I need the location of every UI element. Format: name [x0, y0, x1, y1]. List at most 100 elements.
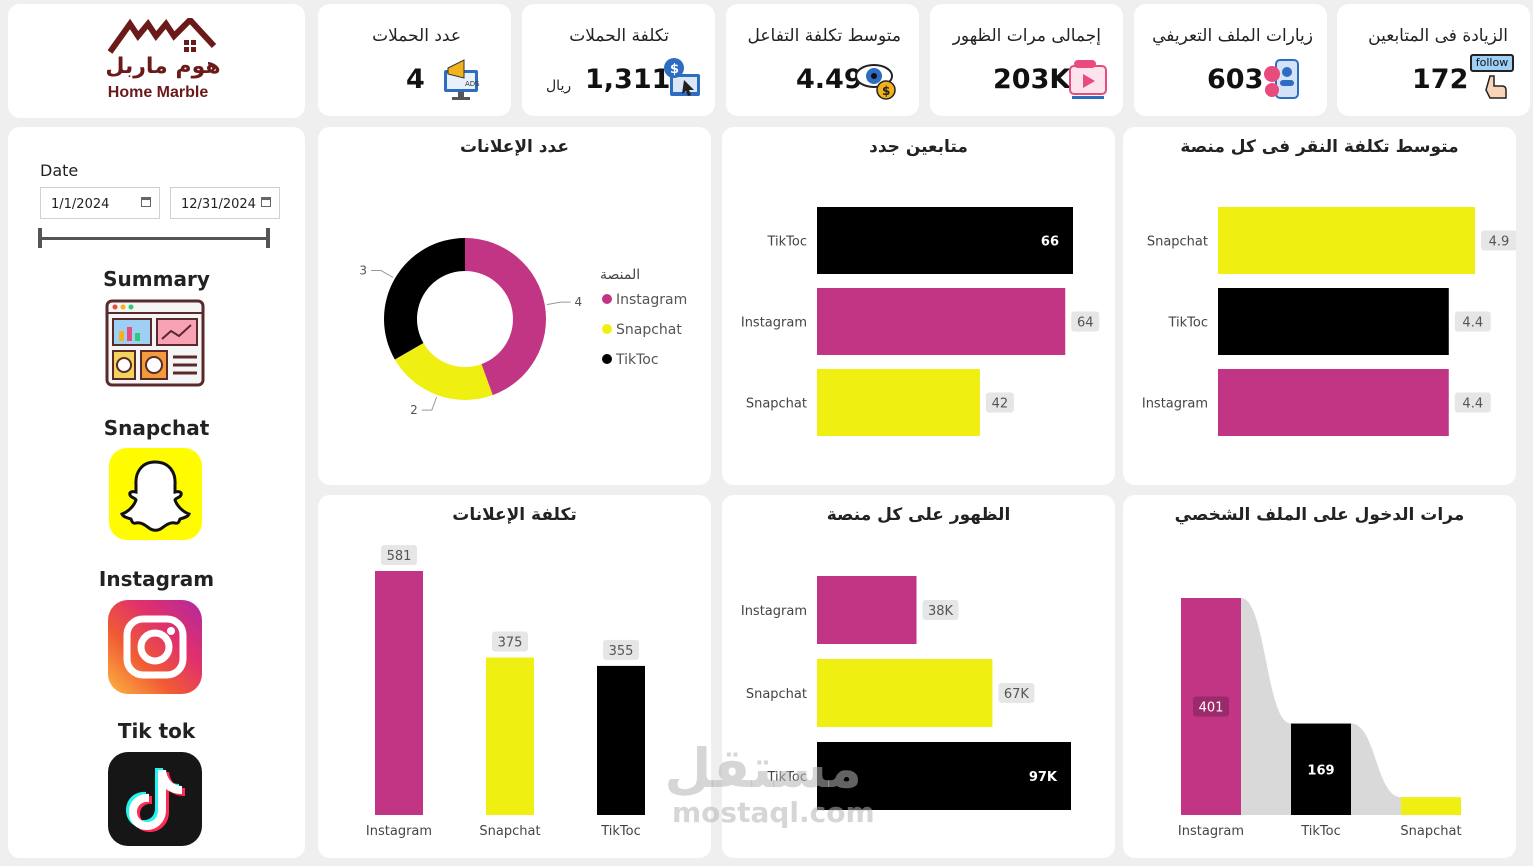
- nav-label-tiktok: Tik tok: [117, 719, 196, 743]
- calendar-icon[interactable]: [141, 197, 151, 207]
- kpi-card-impressions: إجمالى مرات الظهور 203K: [930, 4, 1123, 116]
- ads-cost-column-chart: 581 Instagram 375 Snapchat 355 TikToc: [366, 545, 645, 839]
- data-label: 4.4: [1462, 397, 1483, 412]
- slider-handle-end[interactable]: [266, 228, 270, 248]
- data-label: 401: [1199, 701, 1224, 716]
- chart-ads-cost: تكلفة الإعلانات 581 Instagram 375 Snapchat 3…: [318, 495, 711, 858]
- category-label: TikToc: [1300, 824, 1341, 839]
- data-label-bg: [603, 639, 639, 660]
- chart-impressions: الظهور على كل منصة Instagram 38K Snapchat 6…: [722, 495, 1115, 858]
- leader-line: [546, 301, 571, 306]
- data-label: 4.4: [1462, 316, 1483, 331]
- kpi-title: إجمالى مرات الظهور: [952, 26, 1101, 46]
- category-label: Instagram: [741, 604, 807, 619]
- legend-label: Instagram: [616, 292, 687, 308]
- category-label: TikToc: [766, 770, 807, 785]
- leader-line: [370, 270, 394, 278]
- data-label-bg: [985, 392, 1014, 413]
- date-end-value: 12/31/2024: [181, 197, 256, 212]
- bar-tiktoc: [1218, 288, 1449, 355]
- kpi-title: الزيادة فى المتابعين: [1368, 26, 1508, 46]
- legend-marker-instagram: [602, 294, 612, 304]
- slider-handle-start[interactable]: [38, 228, 42, 248]
- bar-instagram: [817, 576, 917, 644]
- kpi-value: 1,311: [585, 64, 671, 95]
- follow-badge: follow: [1470, 54, 1514, 72]
- calendar-icon[interactable]: [261, 197, 271, 207]
- data-label: 66: [1041, 235, 1059, 250]
- chart-title: عدد الإعلانات: [460, 137, 569, 157]
- data-label-bg: [381, 545, 417, 565]
- data-label-bg: [1454, 392, 1491, 413]
- sidebar: Date 1/1/2024 12/31/2024 Summary Snapcha…: [8, 127, 305, 858]
- data-label: 38K: [928, 604, 954, 619]
- logo-card: هوم ماربل Home Marble: [8, 4, 305, 118]
- data-label: 4: [575, 295, 583, 309]
- kpi-value: 203K: [993, 64, 1071, 95]
- bar-snapchat: [1218, 207, 1475, 274]
- new-followers-bar-chart: TikToc 66 Instagram 64 Snapchat 42: [741, 207, 1100, 436]
- chart-profile-visits: مرات الدخول على الملف الشخصي 401 Instagra…: [1123, 495, 1516, 858]
- instagram-icon[interactable]: [108, 600, 202, 694]
- category-label: Snapchat: [1147, 235, 1208, 250]
- kpi-card-campaigns: عدد الحملات 4 ADS: [318, 4, 511, 116]
- category-label: Instagram: [1178, 824, 1244, 839]
- category-label: TikToc: [1167, 316, 1208, 331]
- ads-megaphone-icon: ADS: [444, 59, 480, 100]
- kpi-title: تكلفة الحملات: [569, 26, 669, 46]
- svg-text:ADS: ADS: [465, 80, 480, 88]
- ribbon-connector: [1351, 723, 1401, 815]
- tiktok-icon[interactable]: [108, 752, 202, 846]
- snapchat-icon[interactable]: [109, 448, 202, 540]
- category-label: Instagram: [366, 824, 432, 839]
- chart-cpc: متوسط تكلفة النقر فى كل منصة Snapchat 4.9…: [1123, 127, 1516, 485]
- slice-tiktoc: [384, 238, 465, 360]
- bar-snapchat: [817, 369, 980, 436]
- data-label: 42: [992, 397, 1009, 412]
- data-label: 64: [1077, 316, 1094, 331]
- cpc-bar-chart: Snapchat 4.9 TikToc 4.4 Instagram 4.4: [1142, 207, 1516, 436]
- bar-tiktoc: [1291, 723, 1351, 815]
- video-views-icon: [1069, 60, 1107, 99]
- date-end-input[interactable]: 12/31/2024: [170, 187, 280, 219]
- data-label-bg: [998, 683, 1035, 703]
- data-label: 169: [1307, 763, 1334, 778]
- ads-count-donut: 4 2 3 المنصة Instagram Snapchat TikToc: [359, 238, 687, 417]
- kpi-unit: ريال: [546, 78, 572, 94]
- bar-snapchat: [817, 659, 993, 727]
- kpi-title: زيارات الملف التعريفي: [1152, 26, 1313, 46]
- hand-pointer-icon: [1485, 75, 1507, 99]
- kpi-value: 4.49: [796, 64, 863, 95]
- svg-text:$: $: [670, 62, 679, 77]
- bar-instagram: [375, 571, 423, 815]
- summary-dashboard-icon[interactable]: [105, 299, 205, 387]
- legend-marker-snapchat: [602, 324, 612, 334]
- profile-visits-ribbon-chart: 401 Instagram 169 TikToc Snapchat: [1178, 598, 1462, 839]
- chart-new-followers: متابعين جدد TikToc 66 Instagram 64 Snapchat 4…: [722, 127, 1115, 485]
- data-label: 375: [498, 636, 523, 651]
- category-label: Instagram: [741, 316, 807, 331]
- bar-tiktoc: [817, 207, 1073, 274]
- data-label-bg: [492, 631, 528, 652]
- logo-arabic-text: هوم ماربل: [105, 54, 221, 79]
- kpi-value: 172: [1412, 64, 1469, 95]
- bar-snapchat: [486, 657, 534, 815]
- house-logo-icon: [108, 18, 217, 54]
- kpi-title: متوسط تكلفة التفاعل: [747, 26, 902, 46]
- follow-badge-label: follow: [1475, 56, 1509, 69]
- data-label-bg: [922, 600, 959, 620]
- data-label-bg: [1193, 696, 1229, 717]
- date-filter-label: Date: [40, 161, 79, 180]
- eye-dollar-icon: $: [855, 64, 896, 100]
- date-start-input[interactable]: 1/1/2024: [40, 187, 160, 219]
- kpi-value: 603: [1207, 64, 1264, 95]
- profile-visit-icon: [1264, 59, 1299, 99]
- chart-title: مرات الدخول على الملف الشخصي: [1174, 505, 1465, 525]
- ribbon-connector: [1241, 598, 1291, 815]
- date-range-slider[interactable]: [38, 237, 268, 240]
- chart-title: متابعين جدد: [869, 137, 968, 157]
- nav-label-instagram: Instagram: [98, 567, 215, 591]
- data-label: 97K: [1029, 770, 1058, 785]
- chart-title: تكلفة الإعلانات: [452, 505, 577, 525]
- kpi-card-engagement-cost: متوسط تكلفة التفاعل 4.49 $: [726, 4, 919, 116]
